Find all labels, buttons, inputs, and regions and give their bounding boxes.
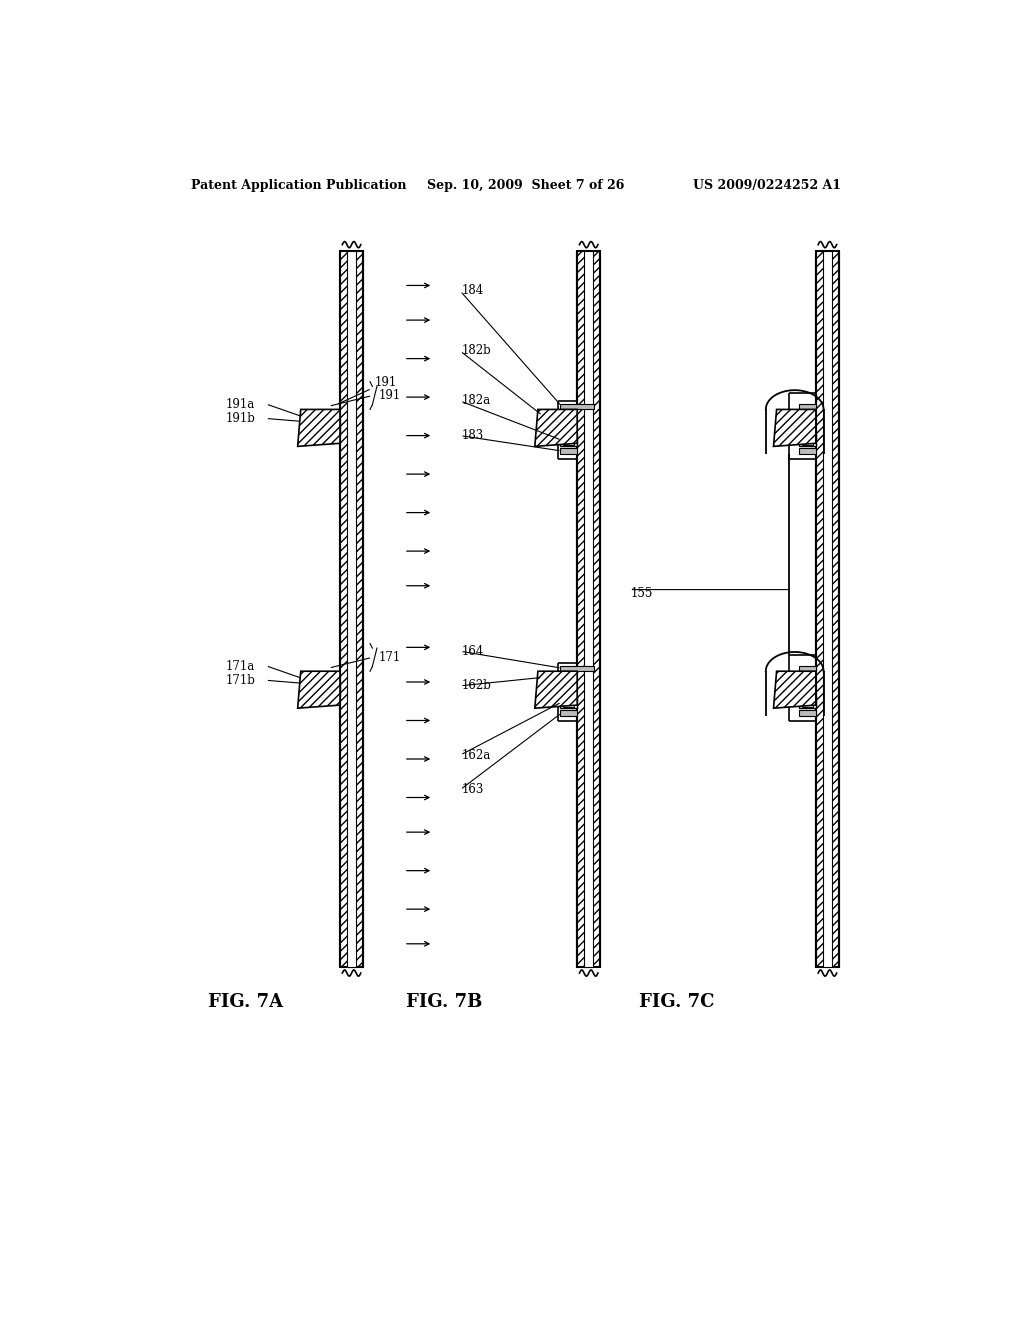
Bar	[560, 447, 578, 454]
Bar	[802, 436, 813, 445]
Bar	[323, 422, 340, 434]
Bar	[323, 418, 340, 422]
Polygon shape	[298, 671, 340, 708]
Bar	[560, 710, 578, 715]
Text: Patent Application Publication: Patent Application Publication	[190, 178, 407, 191]
Bar	[323, 680, 340, 684]
Bar	[799, 404, 816, 409]
Bar	[347, 251, 356, 966]
Polygon shape	[535, 671, 578, 708]
Text: US 2009/0224252 A1: US 2009/0224252 A1	[692, 178, 841, 191]
Bar	[323, 684, 340, 696]
Bar	[560, 696, 578, 708]
Bar	[816, 251, 839, 966]
Polygon shape	[535, 409, 578, 446]
Text: FIG. 7A: FIG. 7A	[208, 993, 283, 1011]
Bar	[563, 436, 574, 445]
Bar	[560, 404, 594, 409]
Bar	[326, 685, 337, 694]
Text: 155: 155	[631, 587, 653, 601]
Polygon shape	[773, 671, 816, 708]
Text: 163: 163	[462, 783, 484, 796]
Bar	[799, 665, 816, 671]
Text: 164: 164	[462, 644, 484, 657]
Text: 191a: 191a	[226, 399, 255, 412]
Text: 182b: 182b	[462, 345, 492, 358]
Bar	[799, 696, 816, 708]
Bar	[584, 251, 593, 966]
Text: 171a: 171a	[226, 660, 255, 673]
Bar	[560, 665, 594, 671]
Bar	[799, 710, 816, 715]
Text: Sep. 10, 2009  Sheet 7 of 26: Sep. 10, 2009 Sheet 7 of 26	[427, 178, 625, 191]
Text: 182a: 182a	[462, 395, 490, 408]
Text: FIG. 7B: FIG. 7B	[407, 993, 482, 1011]
Text: 171b: 171b	[226, 675, 256, 686]
Bar	[823, 251, 833, 966]
Bar	[326, 424, 337, 433]
Bar	[560, 434, 578, 446]
Bar	[563, 697, 574, 706]
Text: 171: 171	[379, 651, 400, 664]
Text: 191: 191	[379, 389, 400, 403]
Text: 183: 183	[462, 429, 484, 442]
Text: FIG. 7C: FIG. 7C	[639, 993, 715, 1011]
Bar	[578, 251, 600, 966]
Text: 184: 184	[462, 284, 484, 297]
Text: 162a: 162a	[462, 748, 490, 762]
Polygon shape	[773, 409, 816, 446]
Bar	[802, 697, 813, 706]
Bar	[799, 447, 816, 454]
Bar	[799, 434, 816, 446]
Text: 191b: 191b	[226, 412, 256, 425]
Bar	[340, 251, 364, 966]
Text: 162b: 162b	[462, 680, 492, 693]
Polygon shape	[298, 409, 340, 446]
Text: 191: 191	[339, 376, 397, 404]
